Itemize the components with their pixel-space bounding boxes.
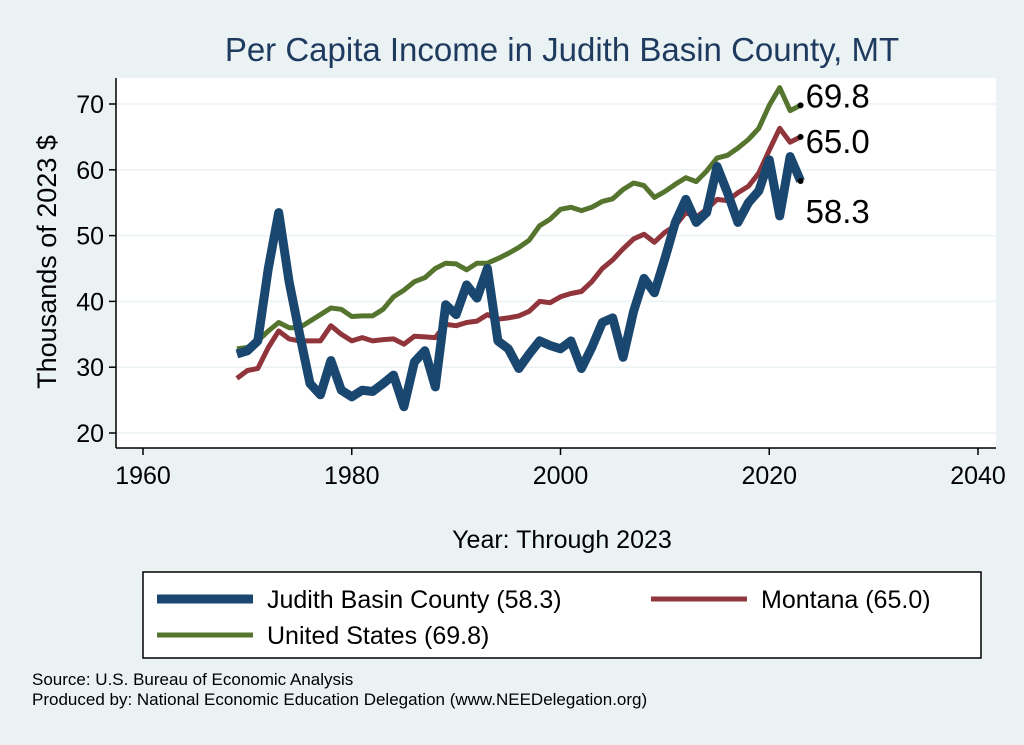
source-notes: Source: U.S. Bureau of Economic Analysis… [32,670,647,710]
plot-area [116,78,996,448]
end-marker [797,133,804,140]
x-axis-label: Year: Through 2023 [452,526,672,554]
legend: Judith Basin County (58.3) Montana (65.0)… [157,586,931,650]
y-tick-label: 60 [76,157,104,185]
end-label: 58.3 [806,193,870,230]
x-tick-label: 2020 [741,462,797,490]
end-labels: 58.3 65.0 69.8 [797,77,870,230]
end-marker [797,102,804,109]
x-tick-label: 2040 [950,462,1006,490]
x-tick-label: 2000 [533,462,589,490]
legend-box [142,571,982,659]
end-marker [797,177,804,184]
legend-label: Montana (65.0) [761,586,931,614]
y-tick-label: 30 [76,354,104,382]
producer-line: Produced by: National Economic Education… [32,690,648,709]
x-tick-label: 1960 [115,462,171,490]
y-tick-label: 50 [76,223,104,251]
series-line-2 [236,85,802,352]
y-tick-label: 40 [76,288,104,316]
y-axis-label: Thousands of 2023 $ [32,135,62,389]
y-tick-label: 70 [76,91,104,119]
legend-label: United States (69.8) [267,622,489,650]
x-tick-label: 1980 [324,462,380,490]
series-lines [235,85,805,412]
source-line: Source: U.S. Bureau of Economic Analysis [32,670,354,689]
chart-title: Per Capita Income in Judith Basin County… [225,31,899,68]
end-label: 65.0 [806,123,870,160]
axes: 20 30 40 50 60 70 1960 1980 2000 2020 2040 [76,78,1006,490]
chart: Per Capita Income in Judith Basin County… [32,31,1006,659]
y-tick-label: 20 [76,420,104,448]
legend-label: Judith Basin County (58.3) [267,586,562,614]
end-label: 69.8 [806,77,870,114]
series-line-0 [235,152,805,412]
